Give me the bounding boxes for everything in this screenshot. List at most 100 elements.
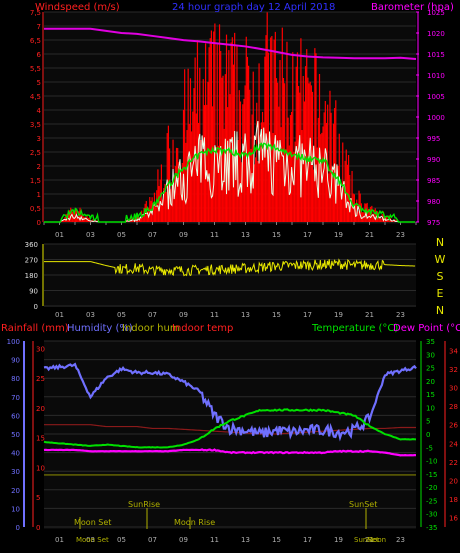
hour-tick-label: 09 (179, 231, 188, 239)
barometer-series (44, 27, 417, 61)
hour-tick-label: 15 (272, 536, 281, 544)
humidity-tick-label: 70 (11, 394, 20, 402)
wind-tick-label: 3 (37, 135, 41, 143)
wind-tick-label: 3,5 (30, 121, 41, 129)
hour-tick-label: 23 (396, 231, 405, 239)
wind-average-series (44, 142, 415, 223)
hour-tick-label: 03 (86, 311, 95, 319)
baro-tick-label: 1015 (427, 51, 445, 59)
humidity-tick-label: 90 (11, 357, 20, 365)
rainfall-label: Rainfall (mm) (1, 323, 69, 334)
wind-tick-label: 2 (37, 163, 41, 171)
temperature-label: Temperature (°C) (311, 323, 398, 334)
rain-tick-label: 5 (36, 494, 40, 502)
hour-tick-label: 01 (55, 231, 64, 239)
baro-tick-label: 1025 (427, 9, 445, 17)
dewpoint-series (43, 448, 417, 457)
compass-letter: S (437, 270, 444, 283)
temperature-tick-label: -25 (426, 497, 437, 505)
windspeed-label: Windspeed (m/s) (35, 2, 120, 13)
hour-tick-label: 03 (86, 231, 95, 239)
hour-tick-label: 11 (210, 231, 219, 239)
wind-hour-ticks: 01 03 05 07 09 11 13 15 17 19 21 23 (55, 231, 405, 239)
moonrise-label: Moon Rise (174, 518, 215, 527)
direction-tick-label: 90 (29, 288, 38, 296)
climate-hour-ticks: 01 03 05 07 09 11 13 15 17 19 21 23 (55, 536, 405, 544)
hour-tick-label: 23 (396, 311, 405, 319)
wind-tick-label: 5,5 (30, 65, 41, 73)
wind-tick-label: 6,5 (30, 37, 41, 45)
hour-tick-label: 21 (365, 231, 374, 239)
baro-tick-label: 990 (427, 156, 440, 164)
baro-tick-label: 980 (427, 198, 440, 206)
baro-tick-label: 1020 (427, 30, 445, 38)
temperature-tick-label: -15 (426, 471, 437, 479)
humidity-tick-label: 20 (11, 487, 20, 495)
hour-tick-label: 15 (272, 311, 281, 319)
direction-series (44, 258, 416, 277)
humidity-tick-label: 50 (11, 431, 20, 439)
temperature-series (43, 408, 417, 449)
hour-tick-label: 05 (117, 311, 126, 319)
wind-tick-label: 2,5 (30, 149, 41, 157)
hour-tick-label: 19 (334, 231, 343, 239)
temperature-tick-label: -30 (426, 511, 437, 519)
hour-tick-label: 17 (303, 536, 312, 544)
indoor-temp-tick-label: 32 (449, 366, 458, 374)
baro-tick-label: 1000 (427, 114, 445, 122)
baro-tick-label: 1010 (427, 72, 445, 80)
wind-axis-ticks: 0 0,5 1 1,5 2 2,5 3 3,5 4 4,5 5 5,5 6 6,5 7 7,5 (30, 9, 44, 227)
direction-tick-label: 0 (34, 303, 38, 311)
humidity-series (43, 362, 417, 442)
compass-letter: E (437, 287, 444, 300)
humidity-tick-label: 100 (7, 338, 20, 346)
humidity-tick-label: 10 (11, 505, 20, 513)
indoor-temp-tick-label: 24 (449, 440, 458, 448)
wind-tick-label: 0 (37, 219, 41, 227)
moonset-axis-label: Moon Set (76, 536, 109, 544)
direction-tick-label: 180 (25, 272, 38, 280)
indoor-temp-tick-label: 18 (449, 496, 458, 504)
hour-tick-label: 19 (334, 311, 343, 319)
hour-tick-label: 01 (55, 311, 64, 319)
temperature-tick-label: -35 (426, 524, 437, 532)
wind-tick-label: 4 (37, 107, 42, 115)
temperature-tick-label: 0 (426, 431, 430, 439)
sunset-label: SunSet (349, 500, 377, 509)
temperature-tick-label: -20 (426, 484, 437, 492)
indoor-hum-label: Indoor hum (122, 323, 180, 334)
rain-tick-label: 15 (36, 435, 45, 443)
event-annotations: Moon Set Moon Set SunRise Moon Rise SunS… (74, 500, 386, 544)
rain-tick-label: 30 (36, 345, 45, 353)
temperature-tick-label: 35 (426, 338, 435, 346)
hour-tick-label: 07 (148, 231, 157, 239)
baro-tick-label: 995 (427, 135, 440, 143)
hour-tick-label: 07 (148, 311, 157, 319)
baro-tick-label: 1005 (427, 93, 445, 101)
temperature-tick-label: 20 (426, 378, 435, 386)
sunset-axis-label: SunSet (354, 536, 379, 544)
humidity-tick-label: 40 (11, 450, 20, 458)
temperature-tick-label: 15 (426, 391, 435, 399)
humidity-tick-label: 30 (11, 468, 20, 476)
hour-tick-label: 01 (55, 536, 64, 544)
hour-tick-label: 21 (365, 311, 374, 319)
barometer-axis-ticks: 975 980 985 990 995 1000 1005 1010 1015 1020 1025 (416, 9, 445, 227)
baro-tick-label: 985 (427, 177, 440, 185)
direction-hour-ticks: 01 03 05 07 09 11 13 15 17 19 21 23 (55, 311, 405, 319)
compass-letter: W (435, 253, 446, 266)
humidity-label: Humidity (%) (67, 323, 133, 334)
humidity-tick-label: 0 (16, 524, 20, 532)
hour-tick-label: 13 (241, 311, 250, 319)
hour-tick-label: 21 (365, 536, 374, 544)
rain-tick-label: 0 (36, 524, 40, 532)
rain-tick-label: 10 (36, 464, 45, 472)
indoor-temp-tick-label: 16 (449, 515, 458, 523)
temperature-tick-label: 25 (426, 365, 435, 373)
hour-tick-label: 23 (396, 536, 405, 544)
wind-tick-label: 5 (37, 79, 41, 87)
hour-tick-label: 11 (210, 536, 219, 544)
humidity-tick-label: 60 (11, 412, 20, 420)
moonset-label: Moon Set (74, 518, 111, 527)
